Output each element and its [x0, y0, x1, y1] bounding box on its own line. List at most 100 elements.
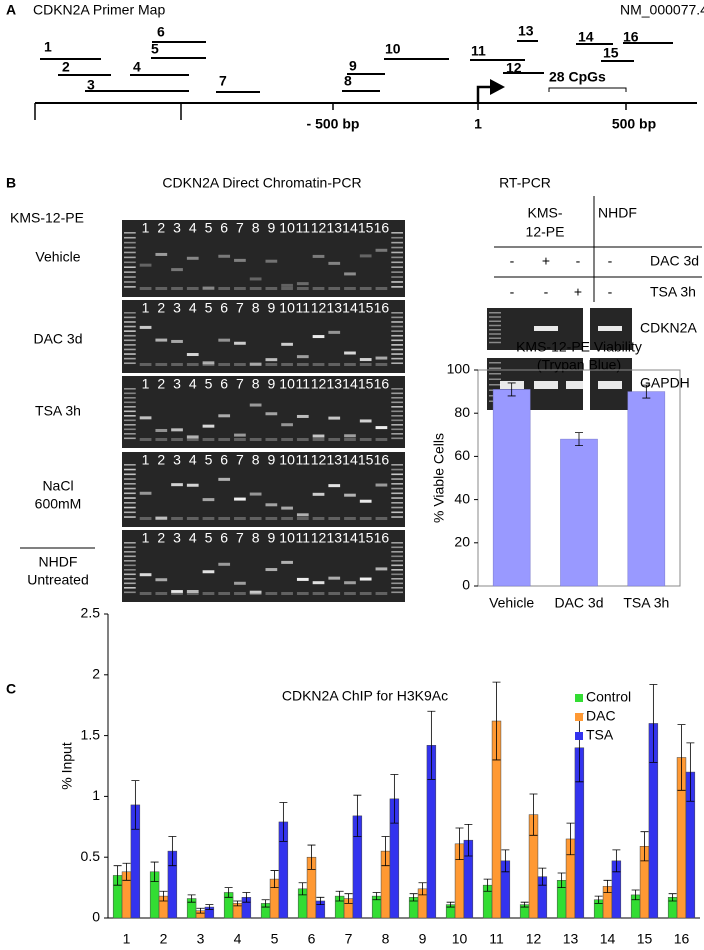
ladder-band [391, 516, 403, 518]
gel-band [139, 263, 152, 267]
ladder-band [124, 339, 136, 342]
ladder-band [124, 478, 136, 480]
ladder-band [124, 330, 136, 332]
lane-number: 10 [279, 530, 295, 546]
primer-label: 3 [87, 77, 95, 93]
gel-band [328, 576, 341, 580]
bar [560, 438, 598, 587]
ladder-band [391, 578, 403, 580]
gel-band [202, 286, 215, 290]
ladder-band [124, 246, 136, 249]
x-tick-label: 2 [160, 931, 168, 947]
gel-band [344, 363, 356, 366]
y-tick-label: 2.5 [81, 605, 101, 621]
gel-band [281, 287, 293, 290]
error-bar [464, 823, 473, 857]
ladder-band [391, 348, 403, 351]
ladder-band [391, 316, 403, 319]
treatment-mark: + [574, 284, 582, 300]
ladder-band [124, 392, 136, 395]
gel-band [155, 287, 168, 290]
condition-label: NaCl [42, 478, 73, 494]
error-bar [446, 901, 455, 908]
gel-band [359, 254, 372, 258]
x-tick-label: TSA 3h [623, 595, 669, 611]
gel-band [171, 438, 183, 441]
gel-band [202, 363, 215, 366]
accession: NM_000077.4 [620, 2, 704, 18]
error-bar [168, 836, 177, 867]
primer-label: 13 [518, 23, 534, 39]
lane-number: 10 [279, 376, 295, 392]
lane-number: 2 [157, 452, 165, 468]
error-bar [353, 794, 362, 837]
lane-number: 8 [252, 220, 260, 236]
gel-band [186, 517, 199, 520]
gel-band [265, 358, 278, 362]
gel-band [375, 248, 388, 252]
x-tick-label: 5 [271, 931, 279, 947]
primer-label: 5 [151, 41, 159, 57]
ladder-band [391, 551, 403, 553]
ladder-band [124, 388, 136, 390]
ladder-band [124, 546, 136, 549]
cell-line: KMS-12-PE [10, 210, 84, 226]
ladder-band [124, 406, 136, 408]
gel-band [186, 363, 199, 366]
gel-band [139, 438, 152, 441]
gel-band [249, 590, 262, 594]
primer-label: 14 [578, 29, 594, 45]
gel-band [598, 381, 622, 389]
error-bar [205, 904, 214, 910]
ladder-band [391, 266, 403, 269]
ladder-band [124, 256, 136, 259]
lane-number: 6 [220, 220, 228, 236]
ladder-band [489, 333, 501, 335]
lane-number: 12 [311, 300, 327, 316]
error-bar [557, 872, 566, 888]
ladder-band [124, 555, 136, 558]
ladder-band [124, 464, 136, 466]
condition-label: Vehicle [35, 249, 80, 265]
error-bar [492, 681, 501, 761]
error-bar [501, 849, 510, 873]
condition-label: DAC 3d [33, 331, 82, 347]
lane-number: 1 [142, 452, 150, 468]
scale-label: - 500 bp [307, 116, 360, 132]
error-bar [427, 710, 436, 780]
gel-band [139, 573, 152, 577]
gel-band [296, 287, 309, 290]
gel-band [296, 592, 309, 595]
gel-band [281, 363, 293, 366]
primer-label: 10 [385, 41, 401, 57]
gel-band [249, 362, 262, 366]
gel-band [281, 283, 293, 287]
lane-number: 3 [173, 376, 181, 392]
error-bar [529, 793, 538, 836]
gel-band [249, 287, 262, 290]
gel-band [218, 254, 231, 258]
gel-band [312, 492, 325, 496]
lane-number: 9 [267, 452, 275, 468]
x-tick-label: Vehicle [489, 595, 534, 611]
gel-band [328, 287, 341, 290]
gel-band [202, 592, 215, 595]
error-bar [538, 867, 547, 886]
error-bar [224, 887, 233, 898]
gel-band [359, 419, 372, 423]
treatment-mark: - [510, 253, 515, 269]
lane-number: 2 [157, 220, 165, 236]
gel-band [375, 483, 388, 487]
gel-band [328, 363, 341, 366]
ladder-band [124, 281, 136, 283]
ladder-band [489, 373, 501, 375]
cpg-label: 28 CpGs [549, 69, 606, 85]
lane-number: 3 [173, 220, 181, 236]
gel-band [234, 258, 246, 262]
y-axis-label: % Viable Cells [431, 433, 447, 523]
treatment-name: TSA 3h [650, 284, 696, 300]
gel-band [359, 363, 372, 366]
ladder-band [124, 415, 136, 417]
lane-number: 1 [142, 530, 150, 546]
ladder-band [124, 551, 136, 553]
